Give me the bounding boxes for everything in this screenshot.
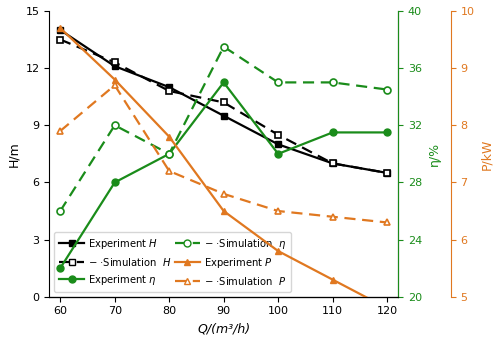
Y-axis label: η/%: η/%: [428, 142, 440, 166]
Y-axis label: P/kW: P/kW: [480, 138, 493, 170]
Y-axis label: H/m: H/m: [7, 141, 20, 167]
Legend: Experiment $H$, $-$ ·Simulation  $H$, Experiment $\eta$, $-$ ·Simulation  $\eta$: Experiment $H$, $-$ ·Simulation $H$, Exp…: [54, 232, 292, 292]
X-axis label: Q/(m³/h): Q/(m³/h): [197, 322, 250, 335]
